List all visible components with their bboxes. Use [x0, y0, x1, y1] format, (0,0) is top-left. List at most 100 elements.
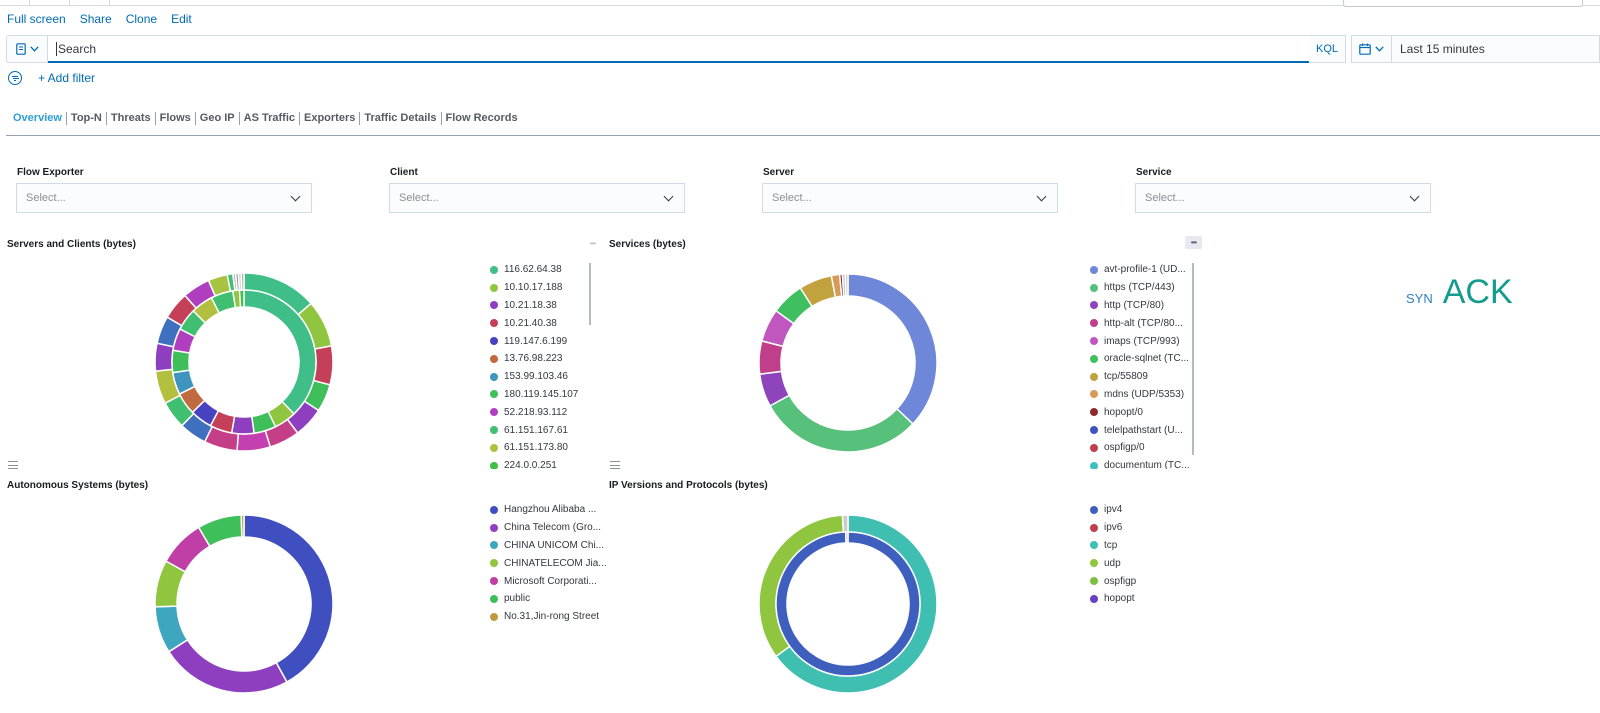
- legend-item[interactable]: 180.119.145.107: [490, 386, 590, 404]
- legend-item[interactable]: Hangzhou Alibaba ...: [490, 501, 600, 519]
- donut-slice[interactable]: [847, 273, 938, 425]
- legend-label: 119.147.6.199: [504, 335, 568, 347]
- text-caret: [56, 41, 57, 56]
- tab-exporters[interactable]: Exporters: [300, 112, 361, 125]
- legend-item[interactable]: public: [490, 590, 600, 608]
- donut-slice[interactable]: [154, 342, 175, 372]
- legend-item[interactable]: hopopt: [1090, 590, 1190, 608]
- donut-slice[interactable]: [775, 531, 921, 677]
- legend-item[interactable]: https (TCP/443): [1090, 279, 1198, 297]
- legend-item[interactable]: 116.62.64.38: [490, 261, 590, 279]
- legend-color-dot: [1090, 443, 1098, 452]
- legend-toggle-icon[interactable]: [610, 461, 620, 469]
- legend-label: ipv6: [1104, 522, 1123, 534]
- add-filter-button[interactable]: + Add filter: [38, 71, 96, 85]
- legend-toggle-icon[interactable]: [8, 461, 18, 469]
- top-strip: [0, 0, 1600, 6]
- clone-link[interactable]: Clone: [125, 12, 158, 26]
- autonomous-systems-donut-chart: [154, 514, 334, 694]
- panel-options-button[interactable]: •••: [589, 239, 596, 248]
- syn-ack-markdown: SYN ACK: [1406, 273, 1513, 312]
- tab-threats[interactable]: Threats: [107, 112, 156, 125]
- flow-exporter-select[interactable]: Select...: [16, 183, 312, 213]
- legend-label: 116.62.64.38: [504, 264, 562, 276]
- legend-item[interactable]: 52.218.93.112: [490, 403, 590, 421]
- tab-overview[interactable]: Overview: [13, 112, 67, 125]
- tab-as-traffic[interactable]: AS Traffic: [240, 112, 300, 125]
- legend-item[interactable]: 10.10.17.188: [490, 279, 590, 297]
- time-picker[interactable]: Last 15 minutes: [1351, 35, 1600, 63]
- full-screen-link[interactable]: Full screen: [7, 12, 66, 26]
- legend-item[interactable]: 224.0.0.251: [490, 457, 590, 469]
- search-input[interactable]: Search: [48, 35, 1309, 63]
- tab-traffic-details[interactable]: Traffic Details: [360, 112, 442, 125]
- legend-color-dot: [490, 283, 498, 292]
- legend-item[interactable]: documentum (TC...: [1090, 457, 1198, 469]
- donut-slice[interactable]: [240, 272, 245, 291]
- service-select[interactable]: Select...: [1135, 183, 1431, 213]
- server-placeholder: Select...: [772, 192, 812, 204]
- legend-item[interactable]: tcp/55809: [1090, 368, 1198, 386]
- legend-color-dot: [1090, 301, 1098, 310]
- legend-item[interactable]: tcp: [1090, 537, 1190, 555]
- client-select[interactable]: Select...: [389, 183, 685, 213]
- legend-item[interactable]: Microsoft Corporati...: [490, 572, 600, 590]
- donut-slice[interactable]: [238, 289, 245, 308]
- donut-slice[interactable]: [768, 394, 914, 453]
- services-legend: avt-profile-1 (UD... https (TCP/443) http …: [1090, 261, 1198, 469]
- legend-item[interactable]: hopopt/0: [1090, 403, 1198, 421]
- legend-item[interactable]: 119.147.6.199: [490, 332, 590, 350]
- quick-menu-button[interactable]: [1352, 36, 1392, 62]
- tab-geo-ip[interactable]: Geo IP: [196, 112, 240, 125]
- legend-item[interactable]: telelpathstart (U...: [1090, 421, 1198, 439]
- legend-item[interactable]: ipv4: [1090, 501, 1190, 519]
- donut-slice[interactable]: [230, 415, 255, 435]
- servers-clients-donut-chart: [154, 272, 334, 452]
- legend-item[interactable]: 153.99.103.46: [490, 368, 590, 386]
- legend-item[interactable]: 10.21.18.38: [490, 297, 590, 315]
- legend-label: udp: [1104, 557, 1121, 569]
- donut-slice[interactable]: [841, 514, 849, 533]
- filter-options-icon[interactable]: [8, 71, 22, 85]
- donut-slice[interactable]: [171, 349, 191, 374]
- legend-item[interactable]: ipv6: [1090, 519, 1190, 537]
- legend-item[interactable]: 61.151.173.80: [490, 439, 590, 457]
- edit-link[interactable]: Edit: [171, 12, 192, 26]
- legend-scrollbar[interactable]: [1192, 263, 1194, 455]
- legend-item[interactable]: imaps (TCP/993): [1090, 332, 1198, 350]
- legend-item[interactable]: ospfigp/0: [1090, 439, 1198, 457]
- legend-item[interactable]: 13.76.98.223: [490, 350, 590, 368]
- kql-language-button[interactable]: KQL: [1309, 35, 1346, 63]
- legend-item[interactable]: oracle-sqlnet (TC...: [1090, 350, 1198, 368]
- panel-options-button[interactable]: •••: [1185, 236, 1202, 249]
- tab-flow-records[interactable]: Flow Records: [445, 112, 518, 124]
- legend-item[interactable]: udp: [1090, 554, 1190, 572]
- donut-slice[interactable]: [844, 273, 849, 297]
- saved-query-menu-button[interactable]: [6, 35, 48, 63]
- time-range-label[interactable]: Last 15 minutes: [1400, 42, 1485, 56]
- legend-item[interactable]: China Telecom (Gro...: [490, 519, 601, 537]
- legend-color-dot: [490, 461, 498, 469]
- server-select[interactable]: Select...: [762, 183, 1058, 213]
- autonomous-systems-title: Autonomous Systems (bytes): [7, 480, 149, 491]
- legend-color-dot: [490, 301, 498, 310]
- legend-item[interactable]: avt-profile-1 (UD...: [1090, 261, 1198, 279]
- legend-item[interactable]: 61.151.167.61: [490, 421, 590, 439]
- legend-item[interactable]: CHINA UNICOM Chi...: [490, 537, 604, 555]
- tab-top-n[interactable]: Top-N: [67, 112, 107, 125]
- legend-item[interactable]: http (TCP/80): [1090, 297, 1198, 315]
- legend-item[interactable]: No.31,Jin-rong Street: [490, 608, 600, 626]
- donut-slice[interactable]: [844, 531, 849, 544]
- legend-item[interactable]: http-alt (TCP/80...: [1090, 314, 1198, 332]
- donut-slice[interactable]: [167, 638, 288, 694]
- legend-item[interactable]: 10.21.40.38: [490, 314, 590, 332]
- tab-flows[interactable]: Flows: [156, 112, 196, 125]
- legend-item[interactable]: ospfigp: [1090, 572, 1190, 590]
- donut-slice[interactable]: [243, 514, 334, 684]
- legend-item[interactable]: mdns (UDP/5353): [1090, 386, 1198, 404]
- share-link[interactable]: Share: [79, 12, 112, 26]
- chevron-down-icon: [29, 46, 39, 52]
- legend-scrollbar[interactable]: [589, 263, 591, 325]
- donut-slice[interactable]: [240, 514, 245, 538]
- legend-item[interactable]: CHINATELECOM Jia...: [490, 554, 607, 572]
